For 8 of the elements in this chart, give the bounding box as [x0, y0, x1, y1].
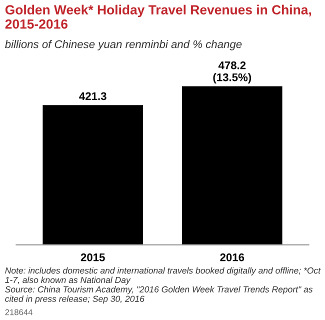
data-label: 421.3 [79, 92, 106, 100]
data-label: 478.2 (13.5%) [213, 61, 252, 84]
text: 218644 [5, 309, 32, 316]
chart-title: Golden Week* Holiday Travel Revenues in China, 2015-2016 [5, 4, 311, 29]
x-tick-label: 2015 [80, 253, 105, 262]
chart-subtitle: billions of Chinese yuan renminbi and % change [5, 40, 242, 50]
x-tick-label: 2016 [220, 253, 244, 262]
text: Note: includes domestic and international travels booked digitally and offline; *Oct 1-7, also known as National Day Source: China Tourism Academy, "2016 Golden Week Travel Trends Report" as cited in press release; Sep 30, 2016 [5, 267, 321, 304]
